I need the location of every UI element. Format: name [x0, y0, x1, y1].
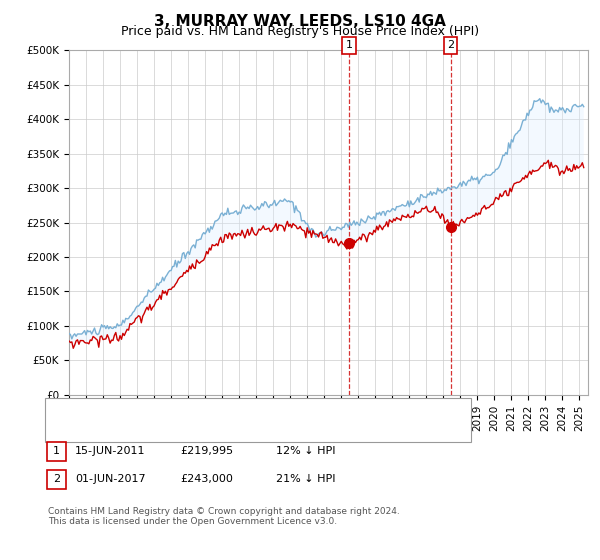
- Text: HPI: Average price, detached house, Leeds: HPI: Average price, detached house, Leed…: [93, 425, 332, 435]
- Text: 12% ↓ HPI: 12% ↓ HPI: [276, 446, 335, 456]
- Text: 01-JUN-2017: 01-JUN-2017: [75, 474, 146, 484]
- Text: Price paid vs. HM Land Registry's House Price Index (HPI): Price paid vs. HM Land Registry's House …: [121, 25, 479, 38]
- Text: 1: 1: [346, 40, 352, 50]
- Text: Contains HM Land Registry data © Crown copyright and database right 2024.
This d: Contains HM Land Registry data © Crown c…: [48, 507, 400, 526]
- Text: £219,995: £219,995: [180, 446, 233, 456]
- Text: £243,000: £243,000: [180, 474, 233, 484]
- Text: 21% ↓ HPI: 21% ↓ HPI: [276, 474, 335, 484]
- Text: 3, MURRAY WAY, LEEDS, LS10 4GA: 3, MURRAY WAY, LEEDS, LS10 4GA: [154, 14, 446, 29]
- Text: ————: ————: [57, 425, 101, 435]
- Text: 1: 1: [53, 446, 60, 456]
- Text: 15-JUN-2011: 15-JUN-2011: [75, 446, 146, 456]
- Text: ————: ————: [57, 405, 101, 415]
- Text: 2: 2: [53, 474, 60, 484]
- Text: 3, MURRAY WAY, LEEDS, LS10 4GA (detached house): 3, MURRAY WAY, LEEDS, LS10 4GA (detached…: [93, 405, 386, 415]
- Text: 2: 2: [447, 40, 454, 50]
